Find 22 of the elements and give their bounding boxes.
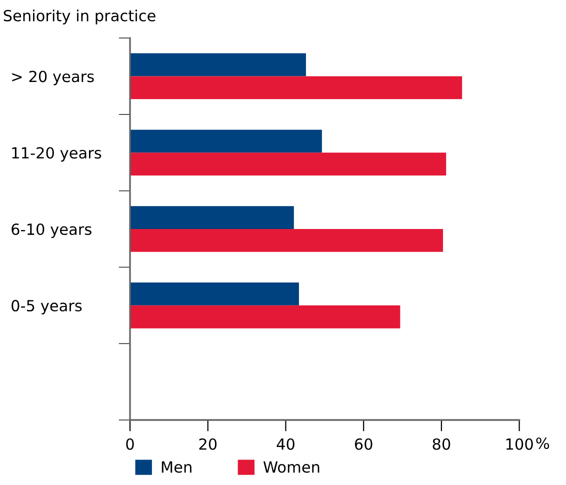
- x-tick-label: 100: [506, 438, 533, 450]
- bar: [130, 152, 446, 176]
- x-tick-label: 60: [354, 438, 372, 450]
- bar: [130, 130, 322, 153]
- bar: [130, 206, 294, 230]
- bar: [130, 53, 306, 76]
- y-tick-label: 11-20 years: [12, 147, 102, 162]
- legend-label: Men: [162, 461, 192, 473]
- bar: [130, 76, 462, 100]
- x-axis-title: %: [536, 437, 550, 450]
- x-tick-label: 0: [126, 438, 134, 450]
- bar: [130, 282, 299, 306]
- x-tick-label: 40: [276, 438, 294, 450]
- chart-title: Seniority in practice: [4, 10, 156, 24]
- x-tick-label: 80: [432, 438, 450, 450]
- legend-label: Women: [263, 461, 320, 473]
- y-tick-label: 0-5 years: [12, 300, 82, 314]
- y-tick-label: 6-10 years: [12, 223, 92, 238]
- bar: [130, 305, 400, 328]
- y-tick-label: > 20 years: [12, 70, 94, 86]
- x-tick-label: 20: [199, 438, 217, 450]
- bar: [130, 229, 444, 252]
